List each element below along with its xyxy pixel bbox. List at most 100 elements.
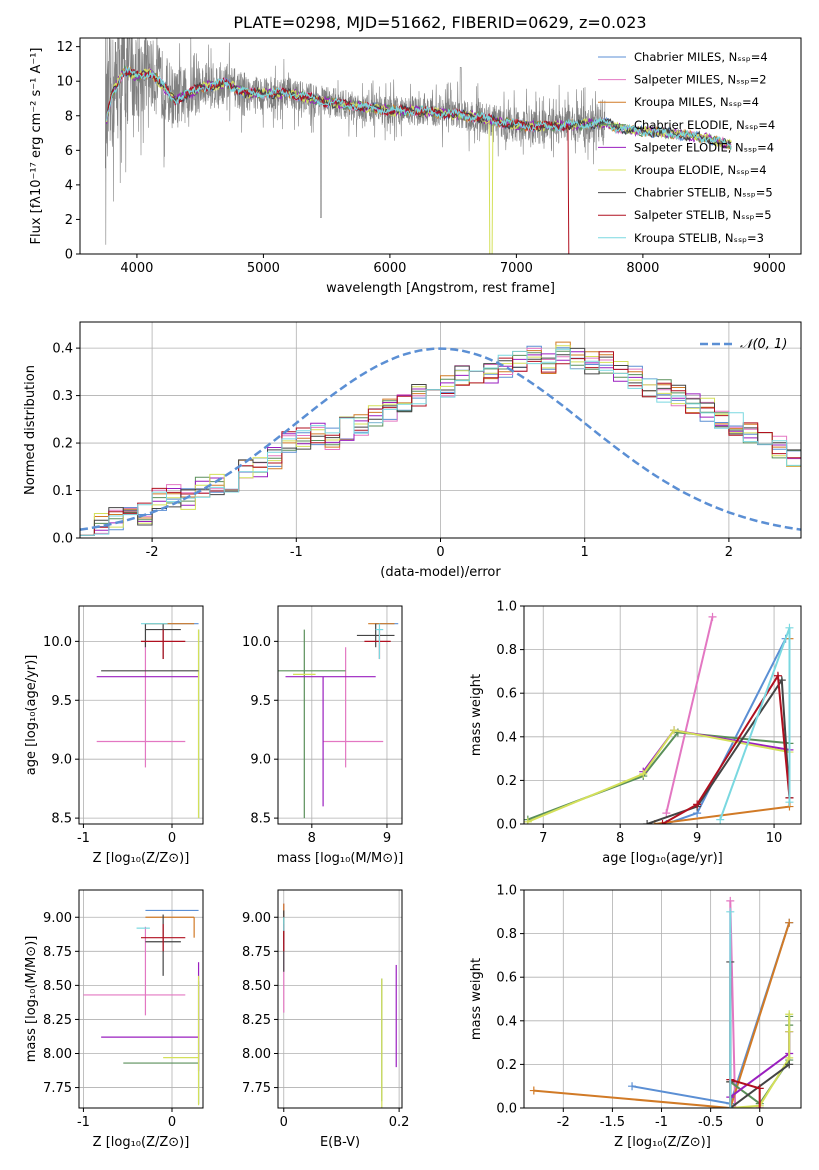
axes-frame	[78, 889, 204, 1109]
x-tick-label: -1	[77, 831, 90, 846]
weight-marker-cyan	[785, 623, 794, 632]
errorbar-point-purple	[101, 962, 200, 1072]
y-tick-label: 8.5	[51, 812, 72, 827]
errorbar-point-green	[123, 981, 200, 1104]
x-tick-label: -1	[655, 1115, 668, 1130]
weight-marker-pink	[708, 612, 717, 621]
y-tick-label: 0.6	[496, 971, 517, 986]
x-tick-label: 8000	[626, 261, 659, 276]
weight-marker-yellow	[785, 1010, 794, 1019]
x-tick-label: -2	[557, 1115, 570, 1130]
axes-frame	[78, 605, 204, 825]
y-tick-label: 0.0	[52, 532, 73, 547]
y-tick-label: 10.0	[43, 635, 72, 650]
weight-marker-yellow	[670, 726, 679, 735]
x-tick-label: 0	[436, 545, 444, 560]
y-tick-label: 7.75	[43, 1081, 72, 1096]
weight-marker-orange	[785, 918, 794, 927]
histogram-blue	[80, 345, 801, 536]
axes-frame	[277, 889, 403, 1109]
y-tick-label: 9.00	[242, 911, 271, 926]
legend-label: Chabrier STELIB, Nₛₛₚ=5	[634, 186, 773, 200]
weight-marker-cyan	[726, 907, 735, 916]
errorbar-point-pink	[96, 641, 186, 768]
weight-marker-yellow	[524, 817, 532, 824]
x-tick-label: 7000	[500, 261, 533, 276]
x-tick-label: 9	[383, 831, 391, 846]
y-tick-label: 0.4	[496, 730, 517, 745]
y-tick-label: 9.0	[51, 753, 72, 768]
weight-marker-black	[643, 820, 652, 824]
y-tick-label: 9.0	[250, 753, 271, 768]
y-tick-label: 0.0	[496, 818, 517, 833]
legend-label: Kroupa MILES, Nₛₛₚ=4	[634, 95, 759, 109]
y-tick-label: 8.50	[242, 979, 271, 994]
y-tick-label: 8.00	[242, 1047, 271, 1062]
x-axis-label: Z [log₁₀(Z/Z⊙)]	[614, 1135, 711, 1150]
weight-line-yellow	[527, 729, 790, 823]
legend-label: 𝒩(0, 1)	[740, 337, 787, 352]
weight-marker-cyan	[726, 1104, 735, 1108]
y-tick-label: 8.5	[250, 812, 271, 827]
x-tick-label: 2	[725, 545, 733, 560]
axes-frame	[523, 889, 802, 1109]
spectrum-panel: 4000 5000 6000 7000 8000 9000 0 2 4 6 8 10 12 wavelen…	[29, 37, 802, 296]
y-axis-label: mass [log₁₀(M/M⊙)]	[24, 936, 39, 1063]
x-tick-label: 0	[280, 1115, 288, 1130]
y-tick-label: 0.2	[52, 437, 73, 452]
axes-frame	[79, 37, 802, 255]
x-tick-label: 0	[168, 831, 176, 846]
x-axis-label: Z [log₁₀(Z/Z⊙)]	[93, 1135, 190, 1150]
legend-label: Kroupa ELODIE, Nₛₛₚ=4	[634, 163, 767, 177]
y-tick-label: 8.25	[242, 1013, 271, 1028]
axes-frame	[277, 605, 403, 825]
y-tick-label: 7.75	[242, 1081, 271, 1096]
legend-label: Salpeter ELODIE, Nₛₛₚ=4	[634, 140, 774, 154]
weight-marker-red	[658, 820, 667, 824]
weight-marker-orange	[529, 1086, 538, 1095]
weight-marker-cyan	[716, 815, 725, 824]
y-tick-label: 0.2	[496, 774, 517, 789]
normal-curve	[80, 347, 801, 531]
y-tick-label: 1.0	[496, 600, 517, 615]
y-axis-label: Normed distribution	[23, 365, 38, 495]
weight-marker-red	[755, 1084, 764, 1093]
y-tick-label: 10.0	[242, 635, 271, 650]
histogram-yellow	[80, 345, 801, 536]
x-axis-label: mass [log₁₀(M/M⊙)]	[277, 851, 404, 866]
weight-marker-red	[755, 1104, 764, 1108]
y-tick-label: 0.0	[496, 1102, 517, 1117]
y-axis-label: mass weight	[469, 958, 484, 1040]
y-axis-label: mass weight	[469, 674, 484, 756]
plot-area	[96, 623, 200, 819]
y-tick-label: 8.25	[43, 1013, 72, 1028]
weight-vs-age-panel: 7 8 9 10 0.0 0.2 0.4 0.6 0.8 1.0 age [log₁₀(age/yr…	[469, 600, 802, 866]
age-vs-mass-panel: 8 9 8.5 9.0 9.5 10.0 mass [log₁₀(M/M⊙)]	[242, 605, 404, 866]
x-tick-label: 1	[581, 545, 589, 560]
y-tick-label: 0.8	[496, 643, 517, 658]
histogram-pink	[80, 347, 801, 536]
y-tick-label: 0.4	[496, 1014, 517, 1029]
weight-marker-yellow	[785, 1027, 794, 1036]
weight-marker-yellow	[639, 769, 648, 778]
weight-marker-cyan	[785, 798, 794, 807]
x-tick-label: -1	[290, 545, 303, 560]
y-tick-label: 4	[65, 178, 73, 193]
x-tick-label: 9000	[753, 261, 786, 276]
errorbar-point-cyan	[375, 623, 384, 660]
plot-area	[529, 896, 794, 1108]
y-tick-label: 0.1	[52, 484, 73, 499]
x-tick-label: 8	[616, 831, 624, 846]
y-tick-label: 0	[65, 248, 73, 263]
y-tick-label: 1.0	[496, 884, 517, 899]
x-tick-label: -0.5	[698, 1115, 723, 1130]
legend-label: Salpeter MILES, Nₛₛₚ=2	[634, 73, 767, 87]
legend-label: Chabrier MILES, Nₛₛₚ=4	[634, 50, 768, 64]
y-tick-label: 6	[65, 144, 73, 159]
errorbar-point-red	[141, 924, 186, 952]
y-tick-label: 8.50	[43, 979, 72, 994]
histogram-cyan	[80, 348, 801, 536]
legend-label: Chabrier ELODIE, Nₛₛₚ=4	[634, 118, 775, 132]
x-axis-label: (data-model)/error	[380, 565, 501, 580]
y-tick-label: 8	[65, 109, 73, 124]
